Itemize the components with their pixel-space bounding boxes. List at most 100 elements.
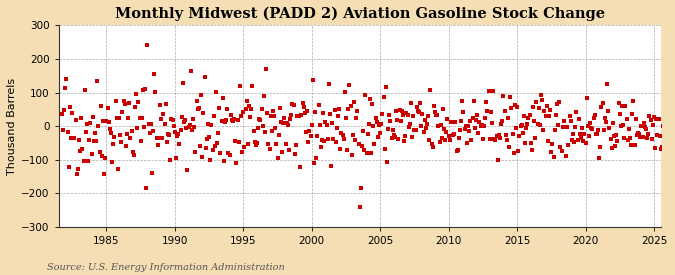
Point (624, 126, 634, 131)
Point (290, 143, 301, 147)
Point (199, 75, 210, 80)
Point (418, 130, 429, 134)
Point (491, 134, 502, 138)
Point (257, 124, 268, 128)
Point (313, 102, 324, 107)
Point (616, 124, 626, 128)
Point (68, 136, 79, 140)
Point (549, 128, 560, 132)
Point (329, 107, 340, 112)
Point (230, 139, 241, 143)
Point (103, 120, 114, 124)
Point (80, 88, 90, 92)
Point (588, 115, 599, 120)
Point (82, 122, 92, 127)
Point (540, 114, 551, 119)
Point (209, 144, 220, 148)
Point (507, 131, 518, 136)
Point (95, 104, 106, 108)
Point (650, 145, 661, 150)
Point (362, 132, 373, 137)
Point (248, 129, 259, 134)
Point (342, 148, 352, 153)
Point (626, 142, 637, 147)
Point (437, 107, 448, 112)
Point (125, 135, 136, 140)
Point (399, 139, 410, 143)
Point (473, 131, 484, 135)
Point (184, 123, 195, 127)
Point (484, 136, 495, 141)
Point (265, 114, 276, 118)
Point (327, 120, 338, 125)
Point (97, 154, 107, 158)
Point (419, 118, 430, 123)
Point (374, 123, 385, 127)
Point (576, 135, 587, 140)
Point (182, 167, 193, 172)
Point (83, 159, 94, 164)
Point (238, 110, 248, 114)
Point (323, 137, 333, 141)
Point (95, 150, 105, 154)
Point (554, 100, 565, 104)
Point (338, 137, 349, 141)
Point (232, 118, 243, 122)
Point (356, 185, 367, 190)
Point (477, 137, 488, 141)
Point (87, 115, 98, 119)
Point (126, 128, 137, 133)
Point (273, 133, 284, 138)
Point (252, 126, 263, 130)
Point (78, 159, 89, 163)
Point (617, 104, 628, 108)
Point (262, 111, 273, 115)
Point (524, 113, 535, 117)
Point (192, 107, 203, 112)
Point (417, 112, 428, 116)
Point (300, 111, 310, 115)
Point (381, 160, 392, 164)
Point (169, 129, 180, 134)
Point (506, 105, 517, 110)
Point (285, 117, 296, 121)
Point (215, 151, 226, 155)
Point (323, 82, 334, 86)
Point (569, 139, 580, 144)
Point (517, 131, 528, 135)
Point (651, 117, 661, 121)
Point (146, 170, 157, 175)
Point (295, 164, 306, 169)
Point (183, 125, 194, 129)
Point (510, 103, 520, 107)
Point (384, 113, 395, 117)
Point (155, 103, 165, 107)
Point (200, 146, 211, 150)
Point (379, 147, 390, 151)
Point (336, 130, 347, 135)
Point (375, 131, 385, 136)
Point (629, 142, 640, 147)
Point (67, 110, 78, 115)
Point (437, 136, 448, 140)
Point (359, 147, 370, 152)
Point (558, 125, 568, 129)
Point (502, 138, 512, 143)
Point (652, 132, 663, 137)
Point (186, 68, 196, 73)
Point (598, 127, 609, 132)
Point (354, 205, 365, 209)
Point (475, 124, 486, 128)
Point (412, 109, 423, 114)
Point (462, 141, 472, 145)
Point (229, 117, 240, 121)
Point (136, 116, 147, 120)
Point (335, 147, 346, 152)
Point (84, 138, 95, 142)
Point (303, 139, 314, 144)
Point (308, 78, 319, 82)
Point (288, 103, 299, 107)
Point (563, 143, 574, 147)
Point (294, 114, 304, 118)
Point (119, 102, 130, 106)
